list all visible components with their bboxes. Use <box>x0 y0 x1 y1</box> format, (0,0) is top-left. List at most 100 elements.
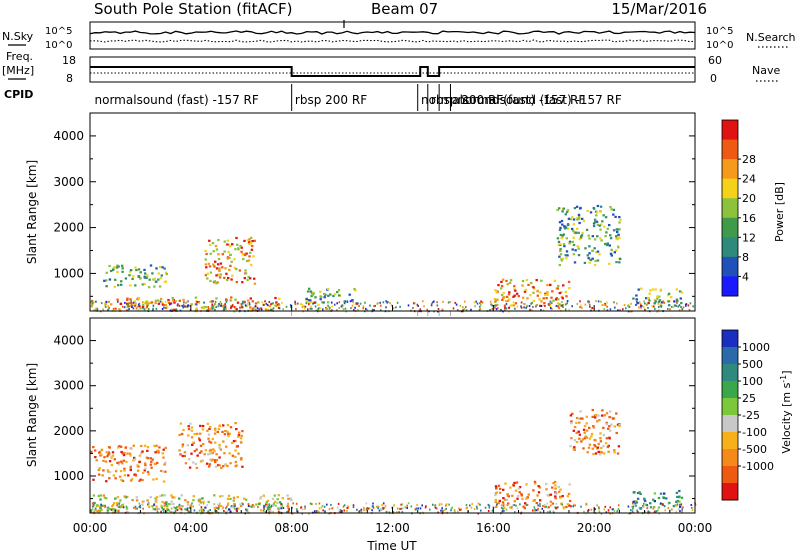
echo-cell <box>146 457 150 460</box>
echo-cell <box>137 303 140 306</box>
echo-cell <box>220 466 223 469</box>
echo-cell <box>326 503 328 506</box>
echo-cell <box>145 302 147 305</box>
echo-cell <box>634 502 637 505</box>
echo-cell <box>447 301 450 304</box>
velocity-colorbar-label: Velocity [m s-1] <box>779 370 793 453</box>
echo-cell <box>544 293 547 296</box>
echo-cell <box>243 497 246 500</box>
echo-cell <box>163 267 166 270</box>
echo-cell <box>565 295 568 298</box>
echo-cell <box>184 508 187 511</box>
echo-cell <box>473 301 476 304</box>
echo-cell <box>250 236 253 239</box>
echo-cell <box>143 276 147 279</box>
echo-cell <box>571 240 574 243</box>
echo-cell <box>135 496 138 499</box>
nsearch-bottom-tick: 10^0 <box>706 40 733 51</box>
echo-cell <box>444 508 446 511</box>
echo-cell <box>597 414 600 417</box>
power-panel-frame <box>90 113 695 311</box>
echo-cell <box>610 208 613 211</box>
echo-cell <box>272 302 274 305</box>
echo-cell <box>196 432 199 435</box>
echo-cell <box>121 462 124 465</box>
echo-cell <box>429 508 431 511</box>
echo-cell <box>465 504 468 507</box>
echo-cell <box>520 305 522 308</box>
echo-cell <box>545 488 548 491</box>
echo-cell <box>240 441 243 444</box>
y-tick-label: 1000 <box>53 469 84 483</box>
echo-cell <box>533 287 536 290</box>
echo-cell <box>245 508 248 511</box>
echo-cell <box>119 470 123 473</box>
echo-cell <box>645 503 647 506</box>
freq-top-tick: 18 <box>62 54 76 67</box>
echo-cell <box>188 466 192 469</box>
echo-cell <box>654 300 657 303</box>
echo-cell <box>217 507 220 510</box>
echo-cell <box>600 223 603 226</box>
echo-cell <box>475 300 477 303</box>
echo-cell <box>613 451 616 454</box>
echo-cell <box>201 424 205 428</box>
echo-cell <box>594 452 598 455</box>
echo-cell <box>501 501 505 504</box>
echo-cell <box>218 424 221 427</box>
echo-cell <box>530 282 533 285</box>
echo-cell <box>617 309 619 312</box>
echo-cell <box>613 251 616 254</box>
echo-cell <box>202 509 205 511</box>
echo-cell <box>109 269 113 273</box>
echo-cell <box>226 497 230 500</box>
echo-cell <box>190 452 193 455</box>
echo-cell <box>571 216 574 219</box>
echo-cell <box>241 302 244 305</box>
echo-cell <box>145 456 148 459</box>
echo-cell <box>136 305 139 308</box>
echo-cell <box>270 506 272 509</box>
echo-cell <box>598 453 602 456</box>
echo-cell <box>525 306 527 309</box>
echo-cell <box>134 474 138 477</box>
echo-cell <box>217 238 220 242</box>
echo-cell <box>217 464 220 467</box>
echo-cell <box>267 506 269 509</box>
echo-cell <box>103 496 107 499</box>
echo-cell <box>604 303 607 306</box>
echo-cell <box>108 452 111 455</box>
echo-cell <box>147 304 149 307</box>
echo-cell <box>524 288 528 291</box>
echo-cell <box>141 479 144 482</box>
echo-cell <box>186 509 189 511</box>
echo-cell <box>131 306 133 308</box>
echo-cell <box>119 506 122 509</box>
echo-cell <box>237 435 240 438</box>
echo-cell <box>653 506 656 509</box>
echo-cell <box>339 509 342 512</box>
echo-cell <box>667 502 670 505</box>
echo-cell <box>678 495 681 498</box>
colorbar-tick-label: 100 <box>742 375 763 388</box>
echo-cell <box>536 289 539 292</box>
echo-cell <box>318 507 321 510</box>
echo-cell <box>453 509 456 512</box>
echo-cell <box>362 305 365 308</box>
echo-cell <box>539 503 541 506</box>
echo-cell <box>129 298 132 301</box>
echo-cell <box>221 430 224 433</box>
echo-cell <box>600 300 602 303</box>
echo-cell <box>107 309 109 312</box>
echo-cell <box>532 286 535 289</box>
echo-cell <box>221 266 224 269</box>
echo-cell <box>254 305 257 308</box>
echo-cell <box>151 272 154 275</box>
echo-cell <box>572 218 576 221</box>
echo-cell <box>229 253 232 256</box>
echo-cell <box>494 304 498 307</box>
echo-cell <box>663 301 666 304</box>
echo-cell <box>209 450 213 453</box>
echo-cell <box>241 253 244 256</box>
echo-cell <box>126 452 129 455</box>
